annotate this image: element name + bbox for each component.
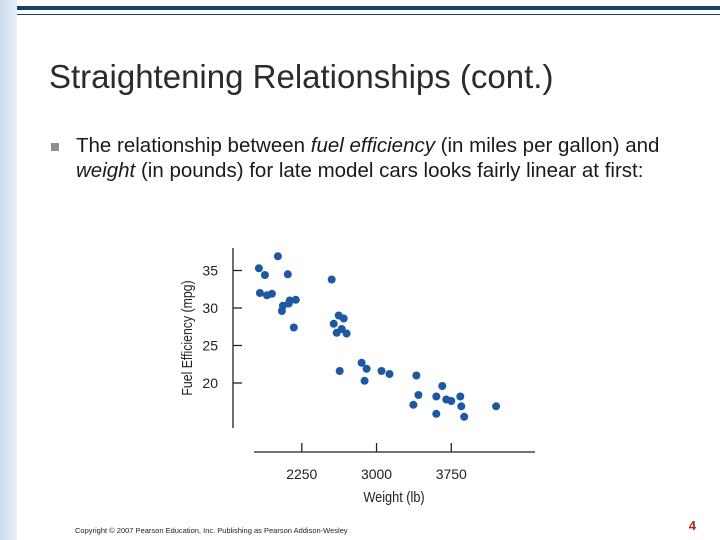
data-point — [339, 314, 348, 323]
y-tick-label: 30 — [202, 300, 218, 316]
data-point — [409, 400, 418, 409]
bullet-text-part-1: The relationship between — [76, 134, 311, 157]
data-point — [289, 323, 298, 332]
bullet-term-weight: weight — [76, 159, 136, 182]
page-number: 4 — [688, 518, 696, 533]
data-point — [329, 319, 338, 328]
chart-axes: 20 25 30 35 2250 3000 3750 — [202, 248, 535, 482]
y-tick-label: 20 — [202, 375, 218, 391]
data-point — [492, 402, 501, 411]
data-point — [432, 392, 441, 401]
bullet-term-fuel-efficiency: fuel efficiency — [310, 134, 435, 157]
data-point — [267, 289, 276, 298]
data-point — [457, 402, 466, 411]
scatter-chart: 20 25 30 35 2250 3000 3750 Fuel Efficiency (mp… — [179, 248, 535, 505]
copyright-notice: Copyright © 2007 Pearson Education, Inc.… — [75, 526, 348, 535]
data-point — [260, 271, 269, 279]
data-point — [291, 295, 300, 304]
data-point — [412, 371, 421, 380]
chart-points — [254, 252, 501, 421]
data-point — [362, 364, 371, 373]
x-tick-label: 3000 — [361, 466, 392, 482]
y-tick-label: 35 — [202, 263, 218, 279]
data-point — [377, 367, 386, 375]
bullet-text-part-2: (in miles per gallon) and — [434, 134, 660, 157]
data-point — [342, 329, 351, 338]
data-point — [327, 275, 336, 284]
data-point — [438, 382, 447, 390]
data-point — [414, 391, 423, 399]
x-tick-label: 2250 — [286, 466, 317, 482]
data-point — [432, 409, 441, 418]
data-point — [335, 367, 344, 375]
data-point — [283, 270, 292, 279]
data-point — [360, 376, 369, 385]
data-point — [285, 296, 294, 305]
data-point — [447, 397, 456, 405]
x-axis-label: Weight (lb) — [363, 488, 424, 505]
y-axis-label: Fuel Efficiency (mpg) — [179, 280, 195, 395]
data-point — [357, 358, 366, 367]
left-accent-stripe — [0, 0, 17, 540]
slide-title: Straightening Relationships (cont.) — [49, 58, 554, 95]
bullet-marker-icon — [51, 143, 59, 151]
data-point — [385, 370, 394, 378]
data-point — [273, 252, 282, 261]
data-point — [254, 264, 263, 273]
data-point — [460, 412, 469, 421]
y-tick-label: 25 — [202, 338, 218, 354]
data-point — [456, 392, 465, 401]
x-tick-label: 3750 — [436, 466, 467, 482]
top-rule-thick — [17, 6, 720, 10]
bullet-text-part-3: (in pounds) for late model cars looks fa… — [135, 159, 644, 182]
bullet-text: The relationship between fuel efficiency… — [76, 133, 696, 183]
top-rule-thin — [17, 14, 720, 15]
data-point — [255, 289, 264, 297]
